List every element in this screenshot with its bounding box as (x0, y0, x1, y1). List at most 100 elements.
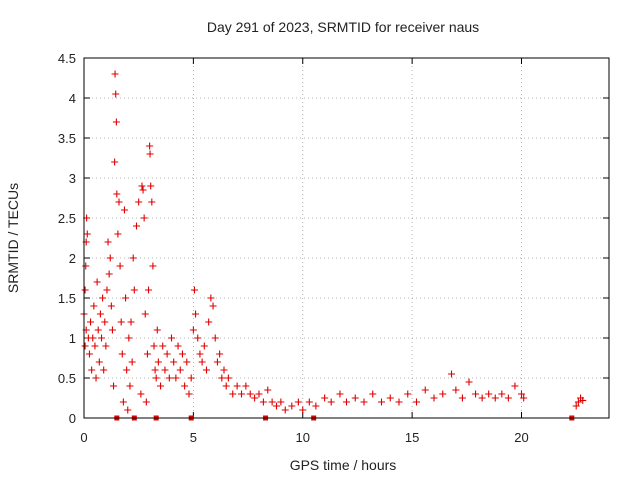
data-point (139, 186, 147, 194)
data-point (288, 402, 296, 410)
data-point (294, 398, 302, 406)
data-point (452, 386, 460, 394)
data-point (119, 398, 127, 406)
axis-ticks: 0 0.5 1 1.5 2 2.5 3 3.5 4 4.5 0 5 10 15 20 (58, 51, 609, 445)
data-point (579, 396, 587, 404)
data-point (130, 286, 138, 294)
x-tick-label: 10 (296, 430, 310, 445)
data-point (187, 374, 195, 382)
data-point (165, 374, 173, 382)
data-point (128, 358, 136, 366)
data-point (255, 390, 263, 398)
data-point (103, 286, 111, 294)
data-point (104, 238, 112, 246)
y-tick-label: 0.5 (58, 371, 76, 386)
y-tick-label: 0 (69, 411, 76, 426)
data-point (115, 198, 123, 206)
data-point (351, 394, 359, 402)
data-point (100, 366, 108, 374)
x-tick-label: 20 (514, 430, 528, 445)
data-point (138, 182, 146, 190)
data-point (472, 390, 480, 398)
data-point (448, 370, 455, 378)
data-point (185, 390, 193, 398)
data-point (174, 342, 182, 350)
x-tick-label: 5 (190, 430, 197, 445)
data-point (107, 302, 115, 310)
y-tick-label: 2.5 (58, 211, 76, 226)
data-point (140, 214, 148, 222)
data-point (114, 230, 122, 238)
data-point (145, 286, 153, 294)
data-point (504, 394, 512, 402)
data-point (83, 230, 91, 238)
data-point (133, 222, 140, 230)
data-point (299, 406, 307, 414)
data-point (574, 398, 582, 406)
data-point (491, 394, 499, 402)
data-point (203, 366, 210, 374)
data-point (108, 326, 116, 334)
data-point (213, 358, 221, 366)
y-tick-label: 3.5 (58, 131, 76, 146)
data-point (150, 342, 158, 350)
data-point (196, 350, 204, 358)
data-point (163, 350, 171, 358)
data-point (511, 382, 519, 390)
data-point (112, 90, 120, 98)
data-point (336, 390, 344, 398)
data-point (233, 382, 241, 390)
data-point (89, 334, 97, 342)
data-point (101, 318, 109, 326)
data-point (259, 398, 267, 406)
data-point (111, 158, 119, 166)
data-point (85, 350, 93, 358)
data-point (161, 366, 169, 374)
data-point (395, 398, 403, 406)
data-point (194, 334, 202, 342)
data-point (82, 262, 90, 270)
data-point (113, 190, 121, 198)
data-point (498, 390, 506, 398)
data-point (118, 350, 126, 358)
data-point (183, 358, 191, 366)
data-point (181, 382, 189, 390)
data-point (152, 374, 160, 382)
data-point (216, 350, 224, 358)
data-point (209, 302, 217, 310)
grid (84, 58, 609, 418)
data-point (151, 366, 159, 374)
data-point (122, 294, 130, 302)
data-point (327, 398, 335, 406)
data-point (178, 350, 186, 358)
data-points (80, 70, 587, 421)
data-point (92, 374, 100, 382)
data-point (172, 374, 180, 382)
plot-frame (83, 57, 610, 419)
data-point (207, 294, 215, 302)
data-point (485, 390, 493, 398)
data-point (205, 318, 213, 326)
data-point (277, 398, 285, 406)
data-point (281, 406, 289, 414)
data-point (168, 334, 175, 342)
data-point (159, 342, 167, 350)
data-point (129, 254, 137, 262)
y-axis-label: SRMTID / TECUs (5, 183, 21, 293)
data-point (222, 382, 230, 390)
data-point (116, 262, 124, 270)
data-point (146, 142, 154, 150)
data-point (518, 390, 525, 398)
data-point (224, 374, 232, 382)
data-point (378, 398, 385, 406)
y-tick-label: 4 (69, 91, 76, 106)
data-point (142, 398, 150, 406)
data-point (273, 402, 280, 410)
data-point (413, 398, 420, 406)
data-point (343, 398, 350, 406)
data-point (478, 394, 486, 402)
data-point (305, 398, 313, 406)
data-point (98, 334, 105, 342)
y-tick-label: 2 (69, 251, 76, 266)
